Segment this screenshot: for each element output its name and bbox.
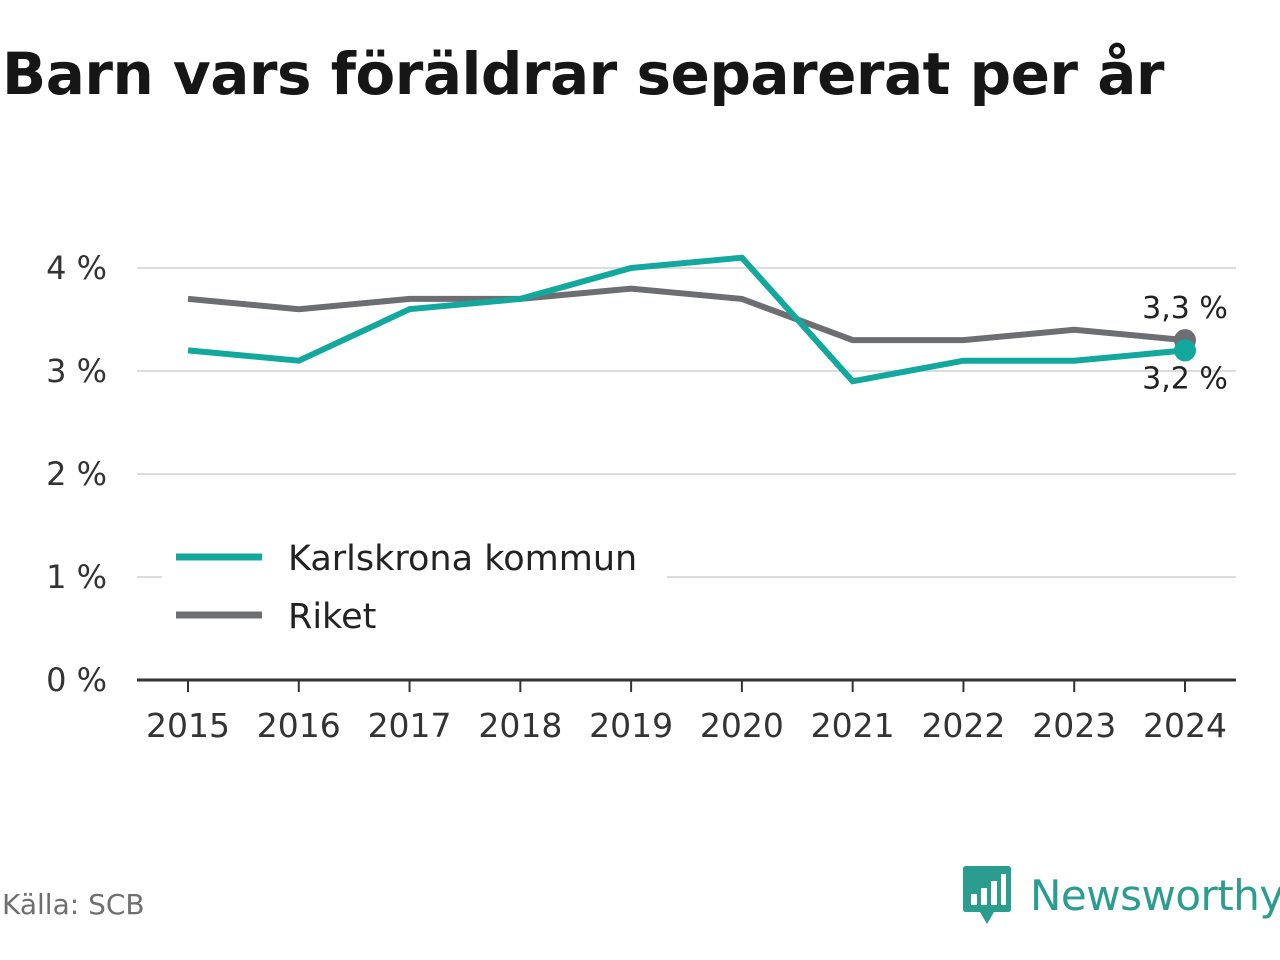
series-line-riket <box>187 285 1186 344</box>
source-label: Källa: SCB <box>2 888 145 921</box>
x-tick-label: 2018 <box>478 706 562 745</box>
x-tick-label: 2015 <box>146 706 230 745</box>
legend-label-karlskrona: Karlskrona kommun <box>288 539 637 579</box>
x-tick-label: 2024 <box>1143 706 1227 745</box>
chart-title: Barn vars föräldrar separerat per år <box>2 40 1164 108</box>
series-line-karlskrona <box>187 254 1186 385</box>
x-tick-label: 2021 <box>811 706 895 745</box>
x-tick-label: 2017 <box>368 706 452 745</box>
line-chart: 0 % 1 % 2 % 3 % 4 % 2015 2016 2017 2018 2019 2020 2… <box>46 249 1236 745</box>
y-tick-label: 3 % <box>46 352 107 390</box>
x-tick-label: 2019 <box>589 706 673 745</box>
y-tick-label: 4 % <box>46 249 107 287</box>
legend-label-riket: Riket <box>288 597 376 637</box>
end-point-karlskrona <box>1174 339 1196 362</box>
data-label-riket: 3,3 % <box>1142 291 1228 326</box>
brand-name: Newsworthy <box>1030 870 1280 920</box>
y-tick-label: 2 % <box>46 455 107 493</box>
newsworthy-logo-icon <box>963 866 1011 924</box>
brand-logo: Newsworthy <box>962 864 1280 926</box>
x-tick-label: 2022 <box>921 706 1005 745</box>
x-tick-label: 2020 <box>700 706 784 745</box>
y-tick-label: 0 % <box>46 661 107 699</box>
y-tick-label: 1 % <box>46 558 107 596</box>
x-tick-label: 2016 <box>257 706 341 745</box>
legend-background <box>162 530 667 650</box>
data-label-karlskrona: 3,2 % <box>1142 361 1228 396</box>
x-tick-label: 2023 <box>1032 706 1116 745</box>
